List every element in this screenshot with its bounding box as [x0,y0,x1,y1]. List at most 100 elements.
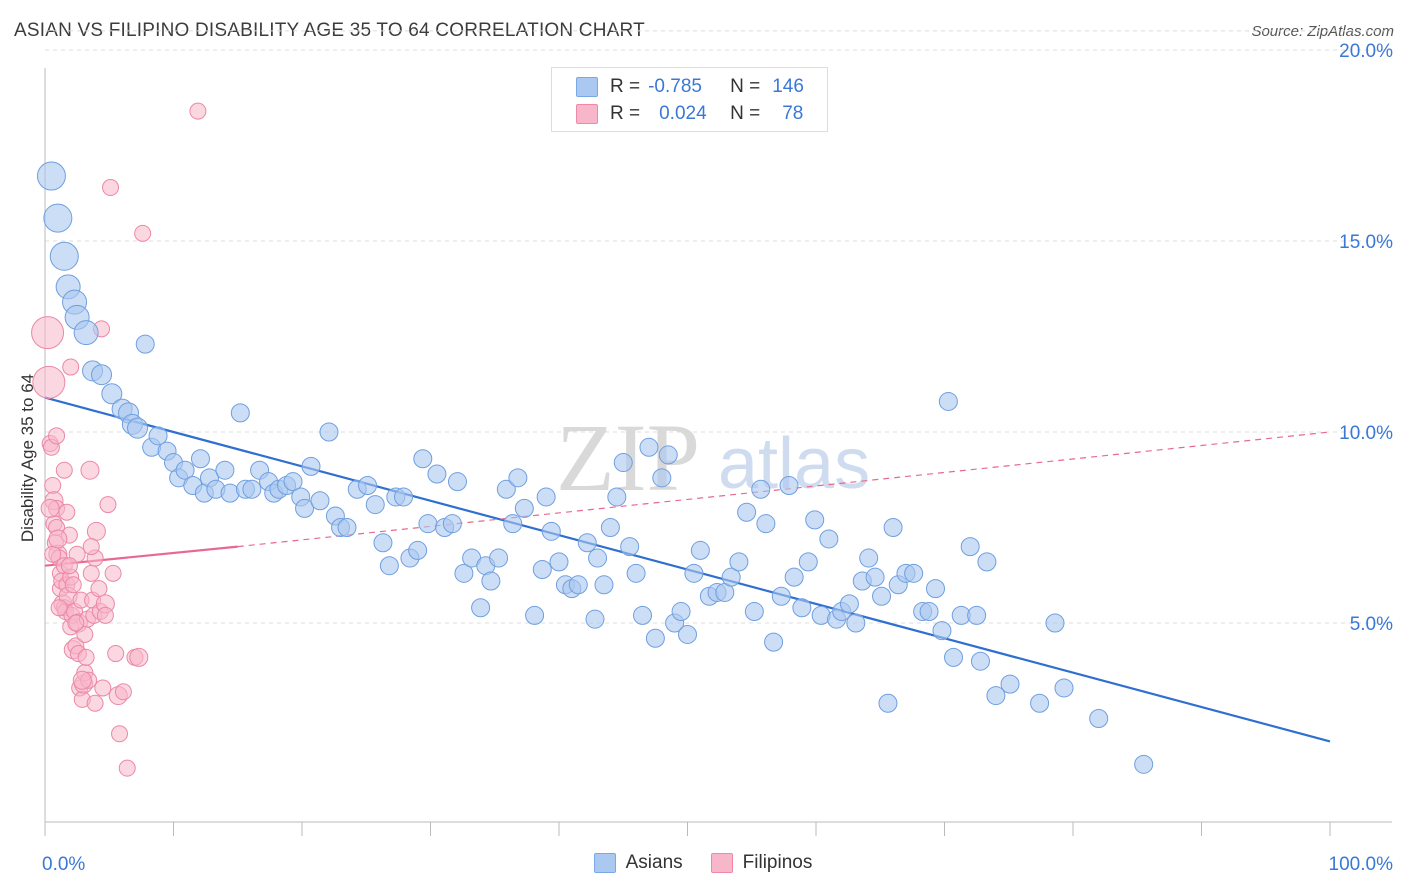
asians-point [568,575,588,595]
asians-point [613,453,633,473]
asians-point [496,479,516,499]
asians-point [242,479,262,499]
filipinos-point [72,670,92,690]
asians-point [73,320,99,346]
asians-point [607,487,627,507]
legend-swatch-asians [576,77,598,97]
asians-point [678,624,697,644]
filipinos-point [44,476,62,494]
filipinos-point [62,358,80,376]
watermark: ZIP atlas [556,404,870,511]
asians-point [319,422,339,442]
asians-point [652,468,672,488]
asians-point [792,598,812,618]
asians-point [626,563,646,583]
asians-point [283,472,303,492]
tick-labels: 5.0% 10.0% 15.0% 20.0% 0.0% 100.0% [42,41,1393,875]
legend-r-label: R = [610,76,641,97]
filipinos-trend-extension [237,431,1331,548]
y-tick-label: 20.0% [1339,41,1393,62]
legend-row-filipinos: R = 0.024 N = 78 [576,101,803,127]
chart-title: ASIAN VS FILIPINO DISABILITY AGE 35 TO 6… [14,20,645,41]
asians-point [839,594,859,614]
asians-point [1030,693,1050,713]
asians-point [230,403,250,423]
asians-point [101,383,123,405]
y-axis-label: Disability Age 35 to 64 [18,374,37,542]
filipinos-point [48,529,68,549]
asians-point [846,613,866,633]
asians-point [737,502,757,522]
asians-point [365,495,385,515]
asians-point [986,686,1006,706]
asians-point [49,241,79,271]
legend-n-value: 78 [782,103,804,124]
asians-point [658,445,678,465]
asians-point [508,468,528,488]
asians-point [970,651,990,671]
filipinos-point [94,679,112,697]
asians-point [135,334,155,354]
legend-n-value: 146 [772,76,804,97]
asians-point [1054,678,1074,698]
asians-point [536,487,556,507]
asians-point [585,609,605,629]
asians-point [977,552,997,572]
filipinos-point [58,503,76,521]
asians-point [744,602,764,622]
asians-point [442,514,462,534]
asians-point [36,161,66,191]
legend-row-asians: R = -0.785 N = 146 [576,74,804,100]
x-tick-label: 0.0% [42,854,85,875]
asians-point [594,575,614,595]
chart-source: Source: ZipAtlas.com [1251,23,1394,40]
legend-swatch-filipinos [710,853,733,873]
legend-n-label: N = [730,103,761,124]
filipinos-point [86,521,106,541]
asians-point [684,563,704,583]
filipinos-point [77,648,95,666]
asians-point [943,647,963,667]
asians-point [358,475,378,495]
asians-point [967,605,987,625]
filipinos-point [31,316,65,350]
legend-swatch-asians [593,853,616,873]
y-tick-label: 10.0% [1339,423,1393,444]
asians-point [784,567,804,587]
asians-point [633,605,653,625]
asians-point [379,556,399,576]
asians-point [671,602,691,622]
asians-point [148,426,168,446]
asians-point [1000,674,1020,694]
asians-point [805,510,825,530]
asians-point [43,203,73,233]
filipinos-point [99,496,117,514]
asians-point [620,537,640,557]
filipinos-point [129,647,149,667]
asians-point [645,628,665,648]
asians-point [190,449,210,469]
filipinos-point [111,725,129,743]
asians-point [729,552,749,572]
filipinos-point [96,606,114,624]
filipinos-point [107,645,125,663]
legend-label-filipinos: Filipinos [742,852,813,873]
asians-point [91,364,113,386]
x-tick-label: 100.0% [1329,854,1394,875]
legend-item-filipinos: Filipinos [710,852,813,874]
asians-point [904,563,924,583]
filipinos-point [44,545,62,563]
asians-point [549,552,569,572]
asians-point [577,533,597,553]
filipinos-point [40,498,60,518]
asians-point [883,518,903,537]
filipinos-point [189,102,207,120]
filipinos-point [114,683,132,701]
asians-point [413,449,433,469]
asians-point [1134,754,1154,774]
asians-point [337,518,357,537]
asians-point [215,460,235,480]
filipinos-point [134,224,152,242]
asians-point [771,586,791,606]
legend-r-label: R = [610,103,641,124]
